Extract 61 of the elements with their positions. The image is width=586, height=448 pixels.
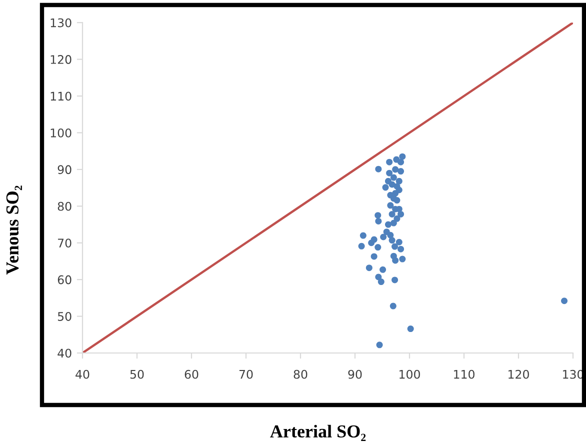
point <box>561 298 568 304</box>
point <box>398 168 404 175</box>
point <box>376 342 383 348</box>
point <box>386 158 393 166</box>
point <box>399 153 406 160</box>
point <box>360 232 366 239</box>
y-tick-label: 120 <box>50 55 72 64</box>
x-tick-label: 70 <box>239 370 253 379</box>
y-tick-label: 130 <box>50 18 72 28</box>
point <box>398 158 404 166</box>
point <box>366 264 372 272</box>
x-tick-label: 80 <box>294 370 308 379</box>
point <box>374 244 382 251</box>
y-tick-label: 70 <box>58 238 72 248</box>
y-tick-label: 60 <box>58 275 72 284</box>
point <box>358 242 365 250</box>
x-axis-title: Arterial SO₂ <box>270 424 366 441</box>
point <box>382 184 389 191</box>
point <box>374 212 382 219</box>
x-tick-label: 50 <box>130 370 144 379</box>
x-tick-label: 90 <box>348 370 362 379</box>
point <box>388 210 396 218</box>
point <box>392 243 398 250</box>
point <box>387 202 394 209</box>
point <box>388 237 396 244</box>
point <box>383 228 390 236</box>
y-tick-label: 90 <box>58 165 72 174</box>
point <box>407 326 414 332</box>
point <box>390 174 397 181</box>
y-tick-label: 40 <box>58 348 72 358</box>
point <box>375 166 382 172</box>
point <box>396 178 402 184</box>
x-tick-label: 60 <box>184 370 198 379</box>
x-tick-label: 40 <box>76 370 90 379</box>
point <box>375 218 382 224</box>
point <box>370 236 378 243</box>
y-tick-label: 100 <box>50 128 72 138</box>
x-tick-label: 100 <box>400 370 420 379</box>
point <box>396 186 402 194</box>
point <box>392 257 399 264</box>
point <box>399 256 406 262</box>
point <box>370 253 378 260</box>
point <box>384 221 392 228</box>
point <box>398 246 404 252</box>
y-tick-label: 110 <box>50 92 72 101</box>
point <box>386 170 393 176</box>
point <box>390 220 397 226</box>
point <box>394 197 400 204</box>
point <box>396 238 402 246</box>
point <box>390 302 396 310</box>
x-tick-label: 120 <box>508 370 529 379</box>
point <box>392 166 399 173</box>
point <box>380 266 386 273</box>
point <box>384 178 392 184</box>
x-tick-label: 110 <box>454 370 474 379</box>
point <box>380 234 387 240</box>
y-tick-label: 50 <box>58 312 72 321</box>
point <box>392 276 398 284</box>
point <box>378 278 384 286</box>
y-axis-title: Venous SO₂ <box>6 186 22 275</box>
y-tick-label: 80 <box>58 202 72 211</box>
